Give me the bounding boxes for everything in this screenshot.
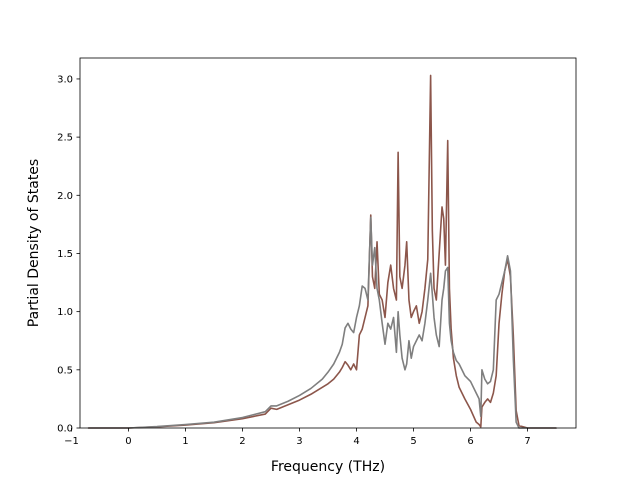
series-line-1	[87, 74, 557, 429]
y-axis-ticks: 0.0 0.5 1.0 1.5 2.0 2.5 3.0	[57, 75, 80, 435]
y-tick-label: 0.0	[57, 424, 73, 435]
plot-frame	[79, 57, 577, 429]
x-tick-label: 7	[524, 436, 530, 447]
series-layer	[87, 74, 557, 429]
x-tick-label: 1	[182, 436, 188, 447]
x-tick-label: 4	[353, 436, 359, 447]
x-tick-label: 3	[296, 436, 302, 447]
y-tick-label: 2.5	[57, 133, 73, 144]
series-line-2	[87, 216, 557, 429]
x-tick-label: 0	[125, 436, 131, 447]
x-tick-label: 5	[410, 436, 416, 447]
x-axis-label: Frequency (THz)	[271, 459, 385, 475]
y-tick-label: 0.5	[57, 365, 73, 376]
x-tick-label: 6	[467, 436, 473, 447]
x-axis-ticks: −1 0 1 2 3 4 5 6 7	[64, 428, 531, 447]
y-tick-label: 3.0	[57, 75, 73, 86]
y-tick-label: 1.0	[57, 307, 73, 318]
x-tick-label: 2	[239, 436, 245, 447]
y-axis-label: Partial Density of States	[26, 159, 42, 327]
y-tick-label: 1.5	[57, 249, 73, 260]
y-tick-label: 2.0	[57, 191, 73, 202]
x-tick-label: −1	[64, 436, 79, 447]
